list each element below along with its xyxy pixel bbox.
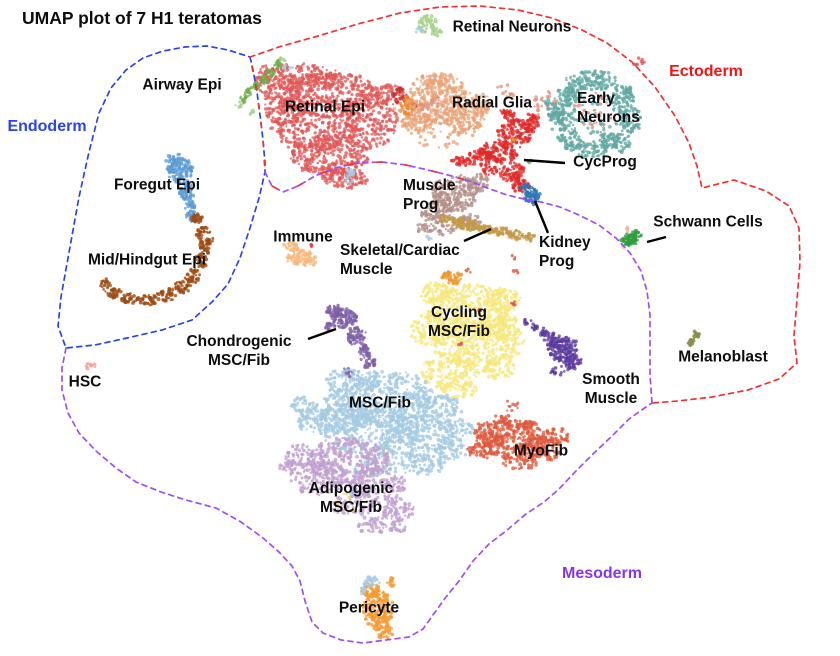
- cycprog-pointer: [523, 158, 566, 165]
- mesoderm-top-boundary: [264, 161, 653, 404]
- endo-ecto-shared-overlay: [249, 56, 266, 173]
- skeletal-cardiac-pointer: [463, 227, 492, 243]
- kidney-prog-pointer: [533, 200, 550, 234]
- schwann-pointer: [646, 235, 667, 244]
- ectoderm-boundary: [249, 5, 801, 404]
- endoderm-boundary: [57, 45, 266, 349]
- mesoderm-bottom-boundary: [61, 347, 653, 644]
- ecto-meso-shared-overlay: [264, 161, 473, 193]
- chondrogenic-pointer: [307, 327, 337, 341]
